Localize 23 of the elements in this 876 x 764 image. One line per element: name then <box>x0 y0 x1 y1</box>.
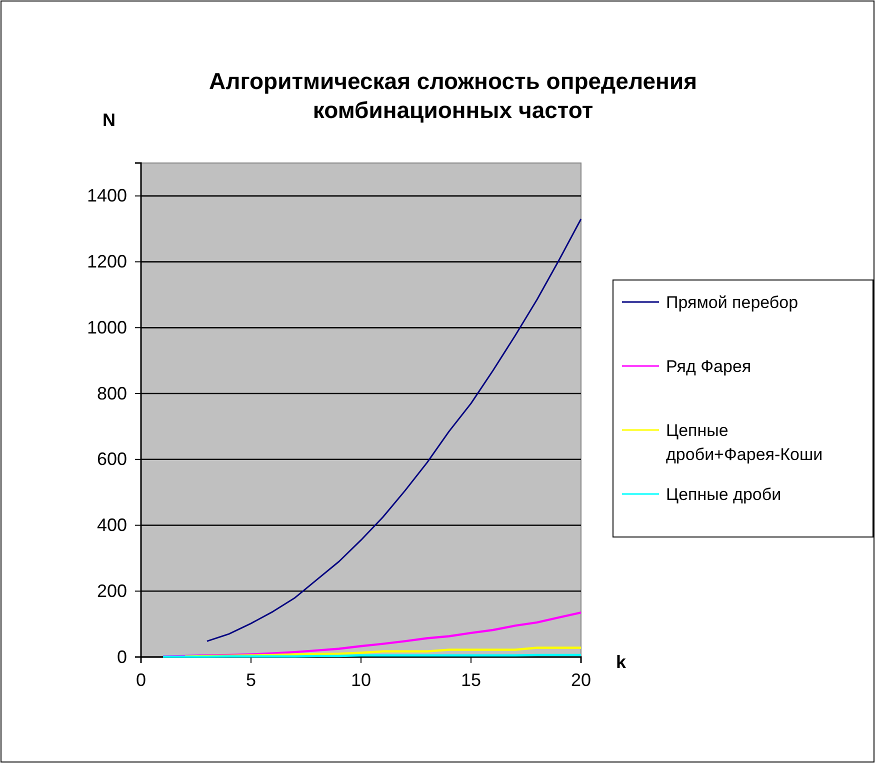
y-tick-label: 400 <box>96 515 127 536</box>
y-axis-title: N <box>102 110 116 130</box>
x-tick-label: 5 <box>246 670 256 690</box>
x-tick-label: 20 <box>570 670 592 690</box>
y-tick-label: 1400 <box>86 186 127 206</box>
chart-title: Алгоритмическая сложность определения комбинационных частот <box>209 68 697 123</box>
line-series <box>162 611 582 658</box>
x-tick-label: 10 <box>350 670 372 690</box>
line-series <box>184 646 582 658</box>
legend-label: Ряд Фарея <box>666 357 752 376</box>
y-tick-label: 600 <box>96 449 127 470</box>
x-tick-label: 0 <box>136 670 146 690</box>
x-axis-title: k <box>616 652 627 672</box>
y-tick-label: 800 <box>96 383 127 404</box>
legend-label: Цепные дроби <box>666 485 782 504</box>
line-series <box>206 218 582 642</box>
y-tick-label: 200 <box>96 580 127 601</box>
x-tick-label: 15 <box>460 670 482 690</box>
legend-label: Прямой перебор <box>666 293 798 312</box>
y-tick-label: 1000 <box>86 317 127 338</box>
legend-label: Цепные дроби+Фарея-Коши <box>666 421 823 464</box>
y-tick-label: 1200 <box>86 252 127 272</box>
y-tick-label: 0 <box>116 646 127 667</box>
